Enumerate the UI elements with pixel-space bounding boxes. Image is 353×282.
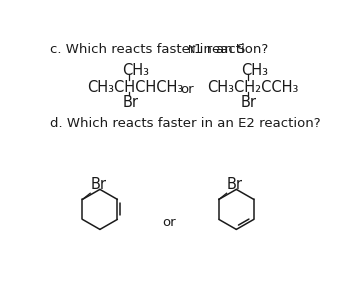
Text: Br: Br <box>122 95 138 111</box>
Text: CH₃: CH₃ <box>241 63 268 78</box>
Text: CH₃CHCHCH₃: CH₃CHCHCH₃ <box>87 80 183 95</box>
Text: 1 reaction?: 1 reaction? <box>194 43 268 56</box>
Text: N: N <box>188 45 196 55</box>
Text: or: or <box>180 83 194 96</box>
Text: or: or <box>162 216 175 229</box>
Text: c. Which reacts faster in an S: c. Which reacts faster in an S <box>49 43 245 56</box>
Text: Br: Br <box>227 177 243 192</box>
Text: d. Which reacts faster in an E2 reaction?: d. Which reacts faster in an E2 reaction… <box>49 117 320 130</box>
Text: CH₃CH₂CCH₃: CH₃CH₂CCH₃ <box>207 80 298 95</box>
Text: CH₃: CH₃ <box>122 63 149 78</box>
Text: Br: Br <box>241 95 257 111</box>
Text: Br: Br <box>90 177 106 192</box>
